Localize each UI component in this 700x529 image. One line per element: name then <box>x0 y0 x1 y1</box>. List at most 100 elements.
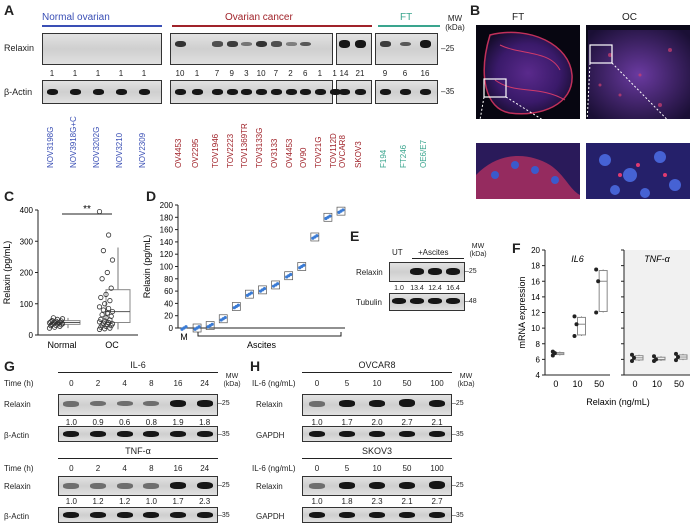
band-relaxin <box>285 42 297 46</box>
c-point <box>102 301 108 307</box>
g-band-relaxin-2 <box>196 481 213 490</box>
f-plot-bg <box>624 250 690 375</box>
d-point <box>328 214 332 218</box>
d-box <box>258 285 267 295</box>
value-relaxin: 21 <box>355 69 365 78</box>
h-band-relaxin-1 <box>339 400 355 407</box>
f-ytick-label: 18 <box>531 262 540 271</box>
panel-b-oc-label: OC <box>622 12 637 23</box>
g-band-ctrl-2 <box>90 512 106 518</box>
value-relaxin: 14 <box>339 69 349 78</box>
c-point <box>46 325 53 331</box>
value-e: 1.0 <box>394 285 404 292</box>
g-band-relaxin-2 <box>143 483 160 489</box>
h-value-2: 2.1 <box>401 497 413 506</box>
g-label-1: 16 <box>173 379 183 388</box>
f-ytick-label: 12 <box>531 309 540 318</box>
mw-a-35: –35 <box>441 87 455 96</box>
mw-g-25-1: –25 <box>218 400 230 407</box>
value-relaxin: 3 <box>244 69 249 78</box>
h-band-ctrl-1 <box>399 431 415 437</box>
mw-h-35-1: –35 <box>452 431 464 438</box>
h-band-ctrl-2 <box>339 512 355 518</box>
lane-label: OV2295 <box>191 138 200 168</box>
panel-h-dose-label-1: IL-6 (ng/mL) <box>252 379 296 388</box>
d-point <box>223 315 227 320</box>
d-box <box>218 314 228 324</box>
panel-b-ft-label: FT <box>512 12 525 23</box>
g-value-1: 1.9 <box>172 418 184 427</box>
f-point <box>652 354 656 359</box>
h-label-2: 0 <box>314 464 320 473</box>
h-label-1: 0 <box>314 379 320 388</box>
value-relaxin: 7 <box>214 69 220 78</box>
group-cancer-line <box>172 25 372 27</box>
c-point <box>48 319 54 325</box>
band-relaxin <box>400 41 411 47</box>
value-relaxin: 1 <box>118 69 124 78</box>
h-band-relaxin-2 <box>399 481 415 490</box>
panel-a-mw-header: MW (kDa) <box>440 14 470 32</box>
mw-h-25-2-value: 25 <box>455 482 464 489</box>
blot-g-relaxin-2 <box>58 476 218 496</box>
lane-label: NOV3198G <box>46 126 55 168</box>
panel-g-row-actin-2: β-Actin <box>4 512 30 521</box>
h-band-relaxin-2 <box>369 481 385 490</box>
value-e: 13.4 <box>410 285 424 292</box>
c-point <box>107 298 113 304</box>
f-point <box>594 267 599 272</box>
panel-label-b: B <box>470 2 481 18</box>
panel-e-ut: UT <box>392 248 403 257</box>
h-band-ctrl-2 <box>369 512 385 518</box>
g-band-relaxin-2 <box>90 482 106 489</box>
f-point <box>572 333 577 338</box>
c-point <box>106 305 112 312</box>
c-ytick-label: 400 <box>20 206 34 215</box>
g-band-relaxin-2 <box>63 483 80 489</box>
band-relaxin <box>300 41 312 47</box>
blot-a-relaxin-cell <box>336 33 372 65</box>
g-value-1: 1.8 <box>199 418 211 427</box>
d-ytick-label: 160 <box>160 226 174 235</box>
c-point <box>99 312 105 318</box>
g-label-2: 4 <box>122 464 127 473</box>
f-box <box>598 270 608 312</box>
d-ylabel: Relaxin (pg/mL) <box>142 235 152 299</box>
mw-h-35-1-value: 35 <box>455 431 464 438</box>
f-point <box>574 322 579 327</box>
h-band-ctrl-2 <box>399 512 415 518</box>
c-xtick-label: OC <box>105 340 119 350</box>
h-band-relaxin-2 <box>339 482 355 489</box>
band-actin <box>47 89 58 95</box>
h-band-ctrl-1 <box>309 431 325 437</box>
mw-h-25-2: –25 <box>452 482 464 489</box>
panel-label-d: D <box>146 188 157 204</box>
band-relaxin <box>212 41 223 47</box>
panel-g-mw-header: MW (kDa) <box>218 373 246 389</box>
band-relaxin <box>339 40 350 48</box>
band-e-tubulin <box>392 298 406 304</box>
blot-g-actin-1 <box>58 426 218 442</box>
d-point <box>262 287 267 291</box>
c-point <box>104 310 110 316</box>
h-label-1: 10 <box>372 379 382 388</box>
panel-g-row-relaxin-2: Relaxin <box>4 482 31 491</box>
band-actin <box>300 89 312 95</box>
g-band-ctrl-1 <box>63 431 80 437</box>
lane-label: TOV1946 <box>211 133 220 168</box>
h-band-relaxin-1 <box>309 401 325 407</box>
h-value-1: 2.0 <box>371 418 383 427</box>
value-relaxin: 2 <box>288 69 293 78</box>
d-ytick-label: 0 <box>169 324 174 333</box>
g-band-relaxin-1 <box>90 401 106 407</box>
c-point <box>108 285 114 291</box>
d-point <box>289 272 293 277</box>
band-actin <box>329 89 341 95</box>
d-box <box>192 323 202 333</box>
f-plot-bg <box>545 250 610 375</box>
value-e: 12.4 <box>428 285 442 292</box>
band-relaxin <box>175 41 186 47</box>
panel-e-ascites-line <box>412 258 464 259</box>
blot-e-relaxin <box>389 262 465 282</box>
f-point <box>654 357 658 362</box>
